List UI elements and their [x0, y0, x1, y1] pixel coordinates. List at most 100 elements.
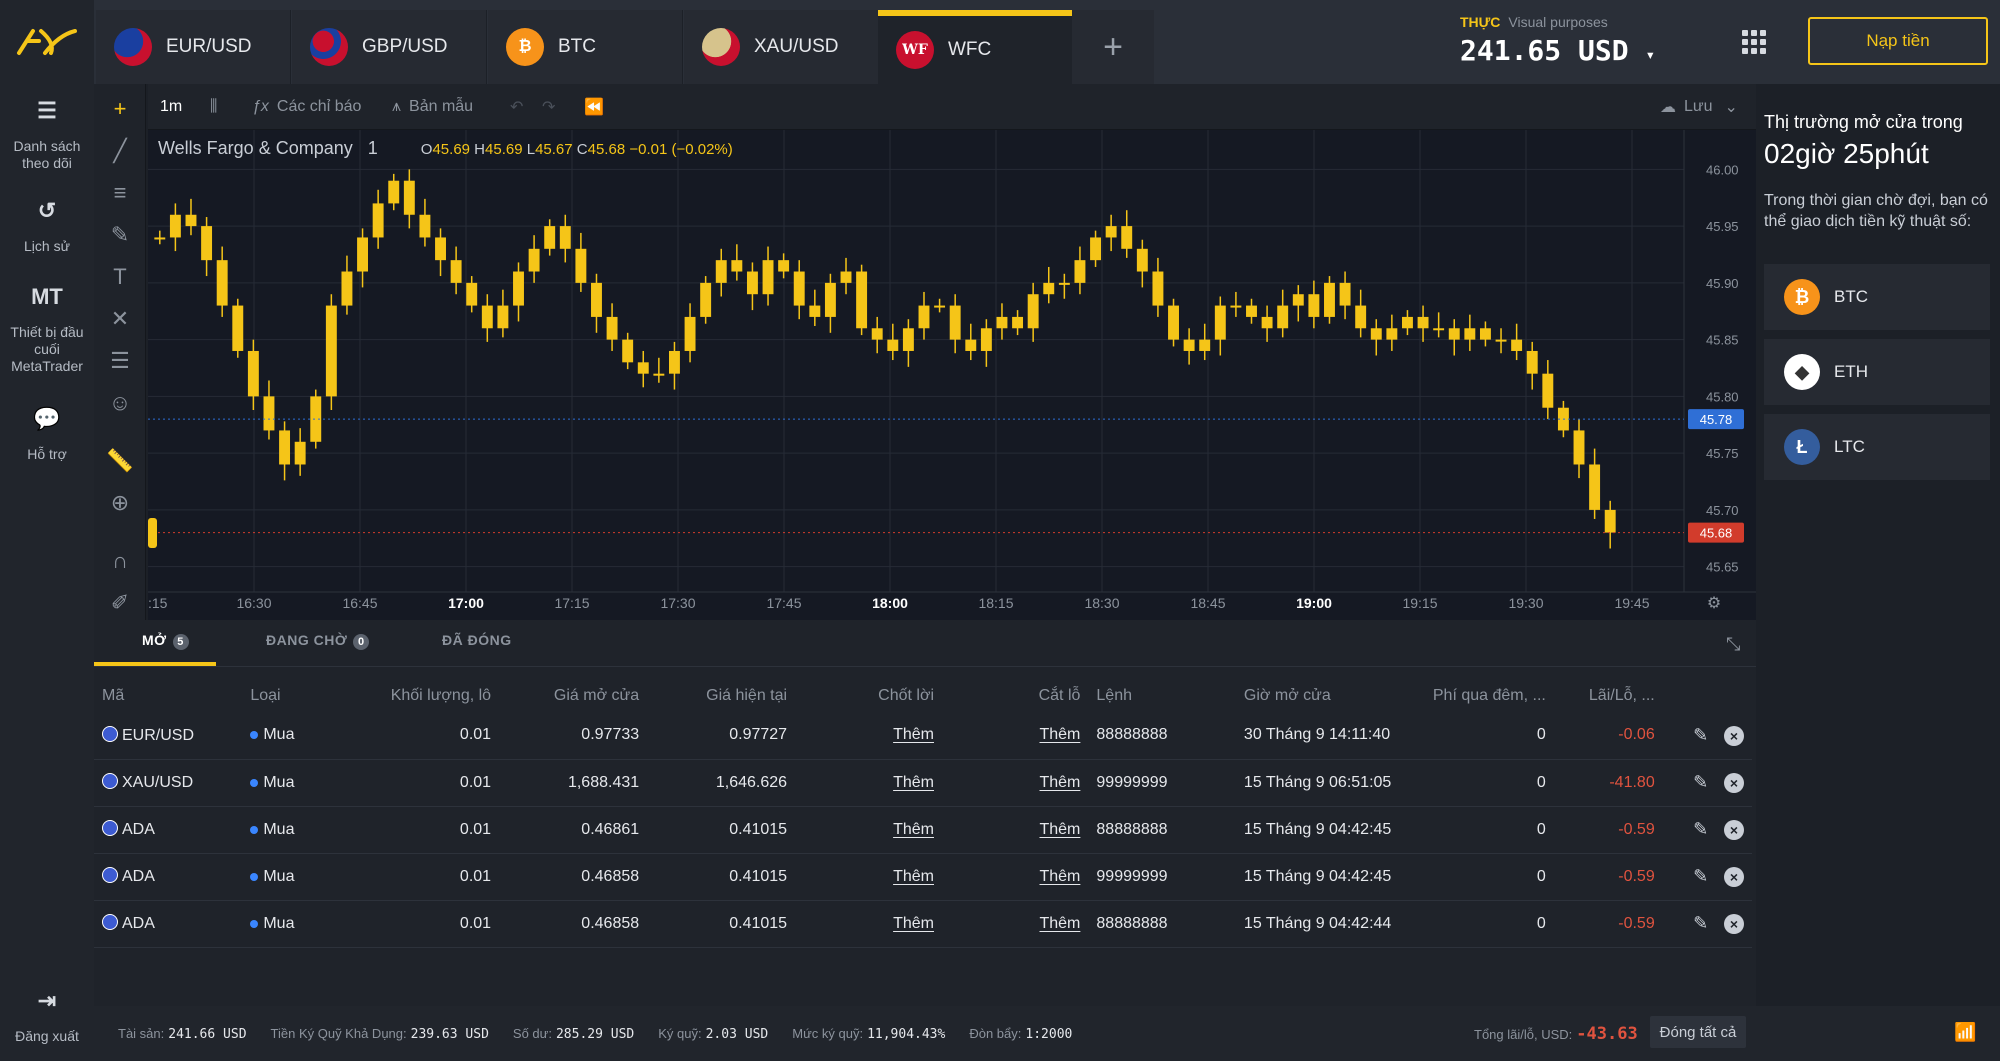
zoom-in-icon[interactable]: ⊕: [110, 490, 130, 515]
stop-loss-add-link[interactable]: Thêm: [1039, 914, 1081, 932]
stop-loss-add-link[interactable]: Thêm: [1039, 820, 1081, 838]
col-symbol[interactable]: Mã: [102, 687, 125, 704]
indicators-label: Các chỉ báo: [276, 98, 362, 115]
x-tick-label: 19:15: [1402, 595, 1437, 611]
tab-label: BTC: [558, 36, 596, 57]
x-tick-label: 18:00: [872, 595, 908, 611]
volume: 0.01: [350, 900, 500, 948]
fib-lines-icon[interactable]: ≡: [113, 180, 127, 205]
coin-btc[interactable]: ₿ BTC: [1764, 264, 1990, 330]
tab-label: WFC: [948, 39, 992, 60]
ruler-icon[interactable]: 📏: [106, 448, 134, 473]
text-icon[interactable]: T: [113, 264, 127, 289]
take-profit-add-link[interactable]: Thêm: [893, 867, 934, 885]
candle-body: [965, 339, 977, 351]
replay-icon[interactable]: ⏪: [584, 99, 604, 116]
close-position-icon[interactable]: ×: [1724, 773, 1744, 793]
tab-open-positions[interactable]: MỞ 5: [142, 632, 189, 650]
deposit-button[interactable]: Nạp tiền: [1808, 17, 1988, 65]
col-stop-loss[interactable]: Cắt lỗ: [1038, 687, 1081, 704]
candle-body: [824, 282, 836, 317]
tab-closed-positions[interactable]: ĐÃ ĐÓNG: [442, 632, 512, 648]
save-button[interactable]: ☁ Lưu ⌄: [1660, 84, 1738, 130]
table-row[interactable]: EUR/USD Mua 0.01 0.97733 0.97727 Thêm Thêm 8888…: [94, 712, 1752, 760]
table-row[interactable]: ADA Mua 0.01 0.46858 0.41015 Thêm Thêm 99999999…: [94, 853, 1752, 901]
emoji-icon[interactable]: ☺: [108, 390, 132, 415]
edit-icon[interactable]: ✎: [1693, 724, 1709, 745]
col-open-price[interactable]: Giá mở cửa: [553, 687, 640, 704]
coin-ltc[interactable]: Ł LTC: [1764, 414, 1990, 480]
symbol-icon: [102, 820, 118, 836]
bitcoin-icon: ₿: [506, 28, 544, 66]
candle-body: [294, 441, 306, 465]
forecast-icon[interactable]: ☰: [110, 348, 130, 373]
caret-down-icon: ▾: [1645, 45, 1656, 64]
tab-btc[interactable]: ₿ BTC: [488, 10, 683, 84]
col-open-time[interactable]: Giờ mở cửa: [1243, 687, 1331, 704]
crosshair-icon[interactable]: +: [113, 96, 127, 121]
undo-icon[interactable]: ↶: [510, 99, 524, 116]
redo-icon[interactable]: ↷: [542, 99, 556, 116]
swap: 0: [1424, 853, 1554, 901]
table-row[interactable]: ADA Mua 0.01 0.46858 0.41015 Thêm Thêm 88888888…: [94, 900, 1752, 948]
type-cell: Mua: [242, 806, 351, 854]
col-volume[interactable]: Khối lượng, lô: [390, 687, 492, 704]
nav-support[interactable]: 💬 Hỗ trợ: [0, 408, 94, 463]
col-pl[interactable]: Lãi/Lỗ, ...: [1588, 687, 1655, 704]
chevron-down-icon: ⌄: [1724, 99, 1738, 116]
trendline-icon[interactable]: ╱: [113, 138, 127, 163]
col-swap[interactable]: Phí qua đêm, ...: [1432, 687, 1546, 704]
candle-type-icon[interactable]: ⫼: [210, 98, 218, 115]
take-profit-add-link[interactable]: Thêm: [893, 820, 934, 838]
take-profit-add-link[interactable]: Thêm: [893, 726, 934, 744]
col-current-price[interactable]: Giá hiện tại: [706, 687, 788, 704]
apps-grid-icon[interactable]: [1742, 30, 1766, 54]
nav-logout[interactable]: ⇥ Đăng xuất: [0, 990, 94, 1045]
take-profit-add-link[interactable]: Thêm: [893, 773, 934, 791]
stop-loss-add-link[interactable]: Thêm: [1039, 726, 1081, 744]
add-tab-button[interactable]: +: [1072, 10, 1154, 84]
candle-body: [450, 260, 462, 283]
close-position-icon[interactable]: ×: [1724, 914, 1744, 934]
col-order[interactable]: Lệnh: [1096, 687, 1132, 704]
stop-loss-add-link[interactable]: Thêm: [1039, 867, 1081, 885]
candle-body: [247, 350, 259, 397]
lock-drawings-icon[interactable]: ✐: [110, 590, 130, 615]
tab-wfc[interactable]: WF WFC: [878, 10, 1073, 84]
coin-eth[interactable]: ◆ ETH: [1764, 339, 1990, 405]
nav-history[interactable]: ↺ Lịch sử: [0, 200, 94, 255]
magnet-icon[interactable]: ∩: [112, 548, 128, 573]
edit-icon[interactable]: ✎: [1693, 913, 1709, 933]
templates-button[interactable]: ⩚ Bản mẫu: [392, 84, 473, 130]
nav-watchlist[interactable]: ☰ Danh sách theo dõi: [0, 100, 94, 172]
indicators-button[interactable]: ƒx Các chỉ báo: [252, 84, 361, 130]
tab-eur-usd[interactable]: EUR/USD: [96, 10, 291, 84]
nav-metatrader[interactable]: MT Thiết bị đầu cuối MetaTrader: [0, 286, 94, 375]
account-summary[interactable]: THỰC Visual purposes 241.65 USD ▾: [1460, 14, 1655, 67]
candle-body: [637, 362, 649, 374]
table-row[interactable]: ADA Mua 0.01 0.46861 0.41015 Thêm Thêm 88888888…: [94, 806, 1752, 854]
stop-loss-add-link[interactable]: Thêm: [1039, 773, 1081, 791]
total-pl-value: -43.63: [1576, 1024, 1638, 1044]
tab-gbp-usd[interactable]: GBP/USD: [292, 10, 487, 84]
col-type[interactable]: Loại: [250, 687, 281, 704]
collapse-icon[interactable]: ⤡: [1726, 634, 1741, 654]
edit-icon[interactable]: ✎: [1693, 866, 1709, 886]
pattern-icon[interactable]: ✕: [110, 306, 130, 331]
x-tick-label: 17:00: [448, 595, 484, 611]
tab-pending-orders[interactable]: ĐANG CHỜ 0: [266, 632, 370, 650]
close-position-icon[interactable]: ×: [1724, 820, 1744, 840]
interval-button[interactable]: 1m: [160, 98, 183, 115]
close-all-button[interactable]: Đóng tất cả: [1650, 1016, 1746, 1048]
edit-icon[interactable]: ✎: [1693, 772, 1709, 792]
close-position-icon[interactable]: ×: [1724, 867, 1744, 887]
col-take-profit[interactable]: Chốt lời: [878, 687, 934, 704]
tab-xau-usd[interactable]: XAU/USD: [684, 10, 879, 84]
table-row[interactable]: XAU/USD Mua 0.01 1,688.431 1,646.626 Thêm Thêm…: [94, 759, 1752, 807]
close-position-icon[interactable]: ×: [1724, 725, 1744, 746]
edit-icon[interactable]: ✎: [1693, 819, 1709, 839]
brush-icon[interactable]: ✎: [110, 222, 130, 247]
take-profit-add-link[interactable]: Thêm: [893, 914, 934, 932]
exness-logo[interactable]: [0, 0, 94, 84]
price-chart[interactable]: 46.00 45.95 45.90 45.85 45.80 45.75 45.70 45.65…: [148, 130, 1756, 620]
